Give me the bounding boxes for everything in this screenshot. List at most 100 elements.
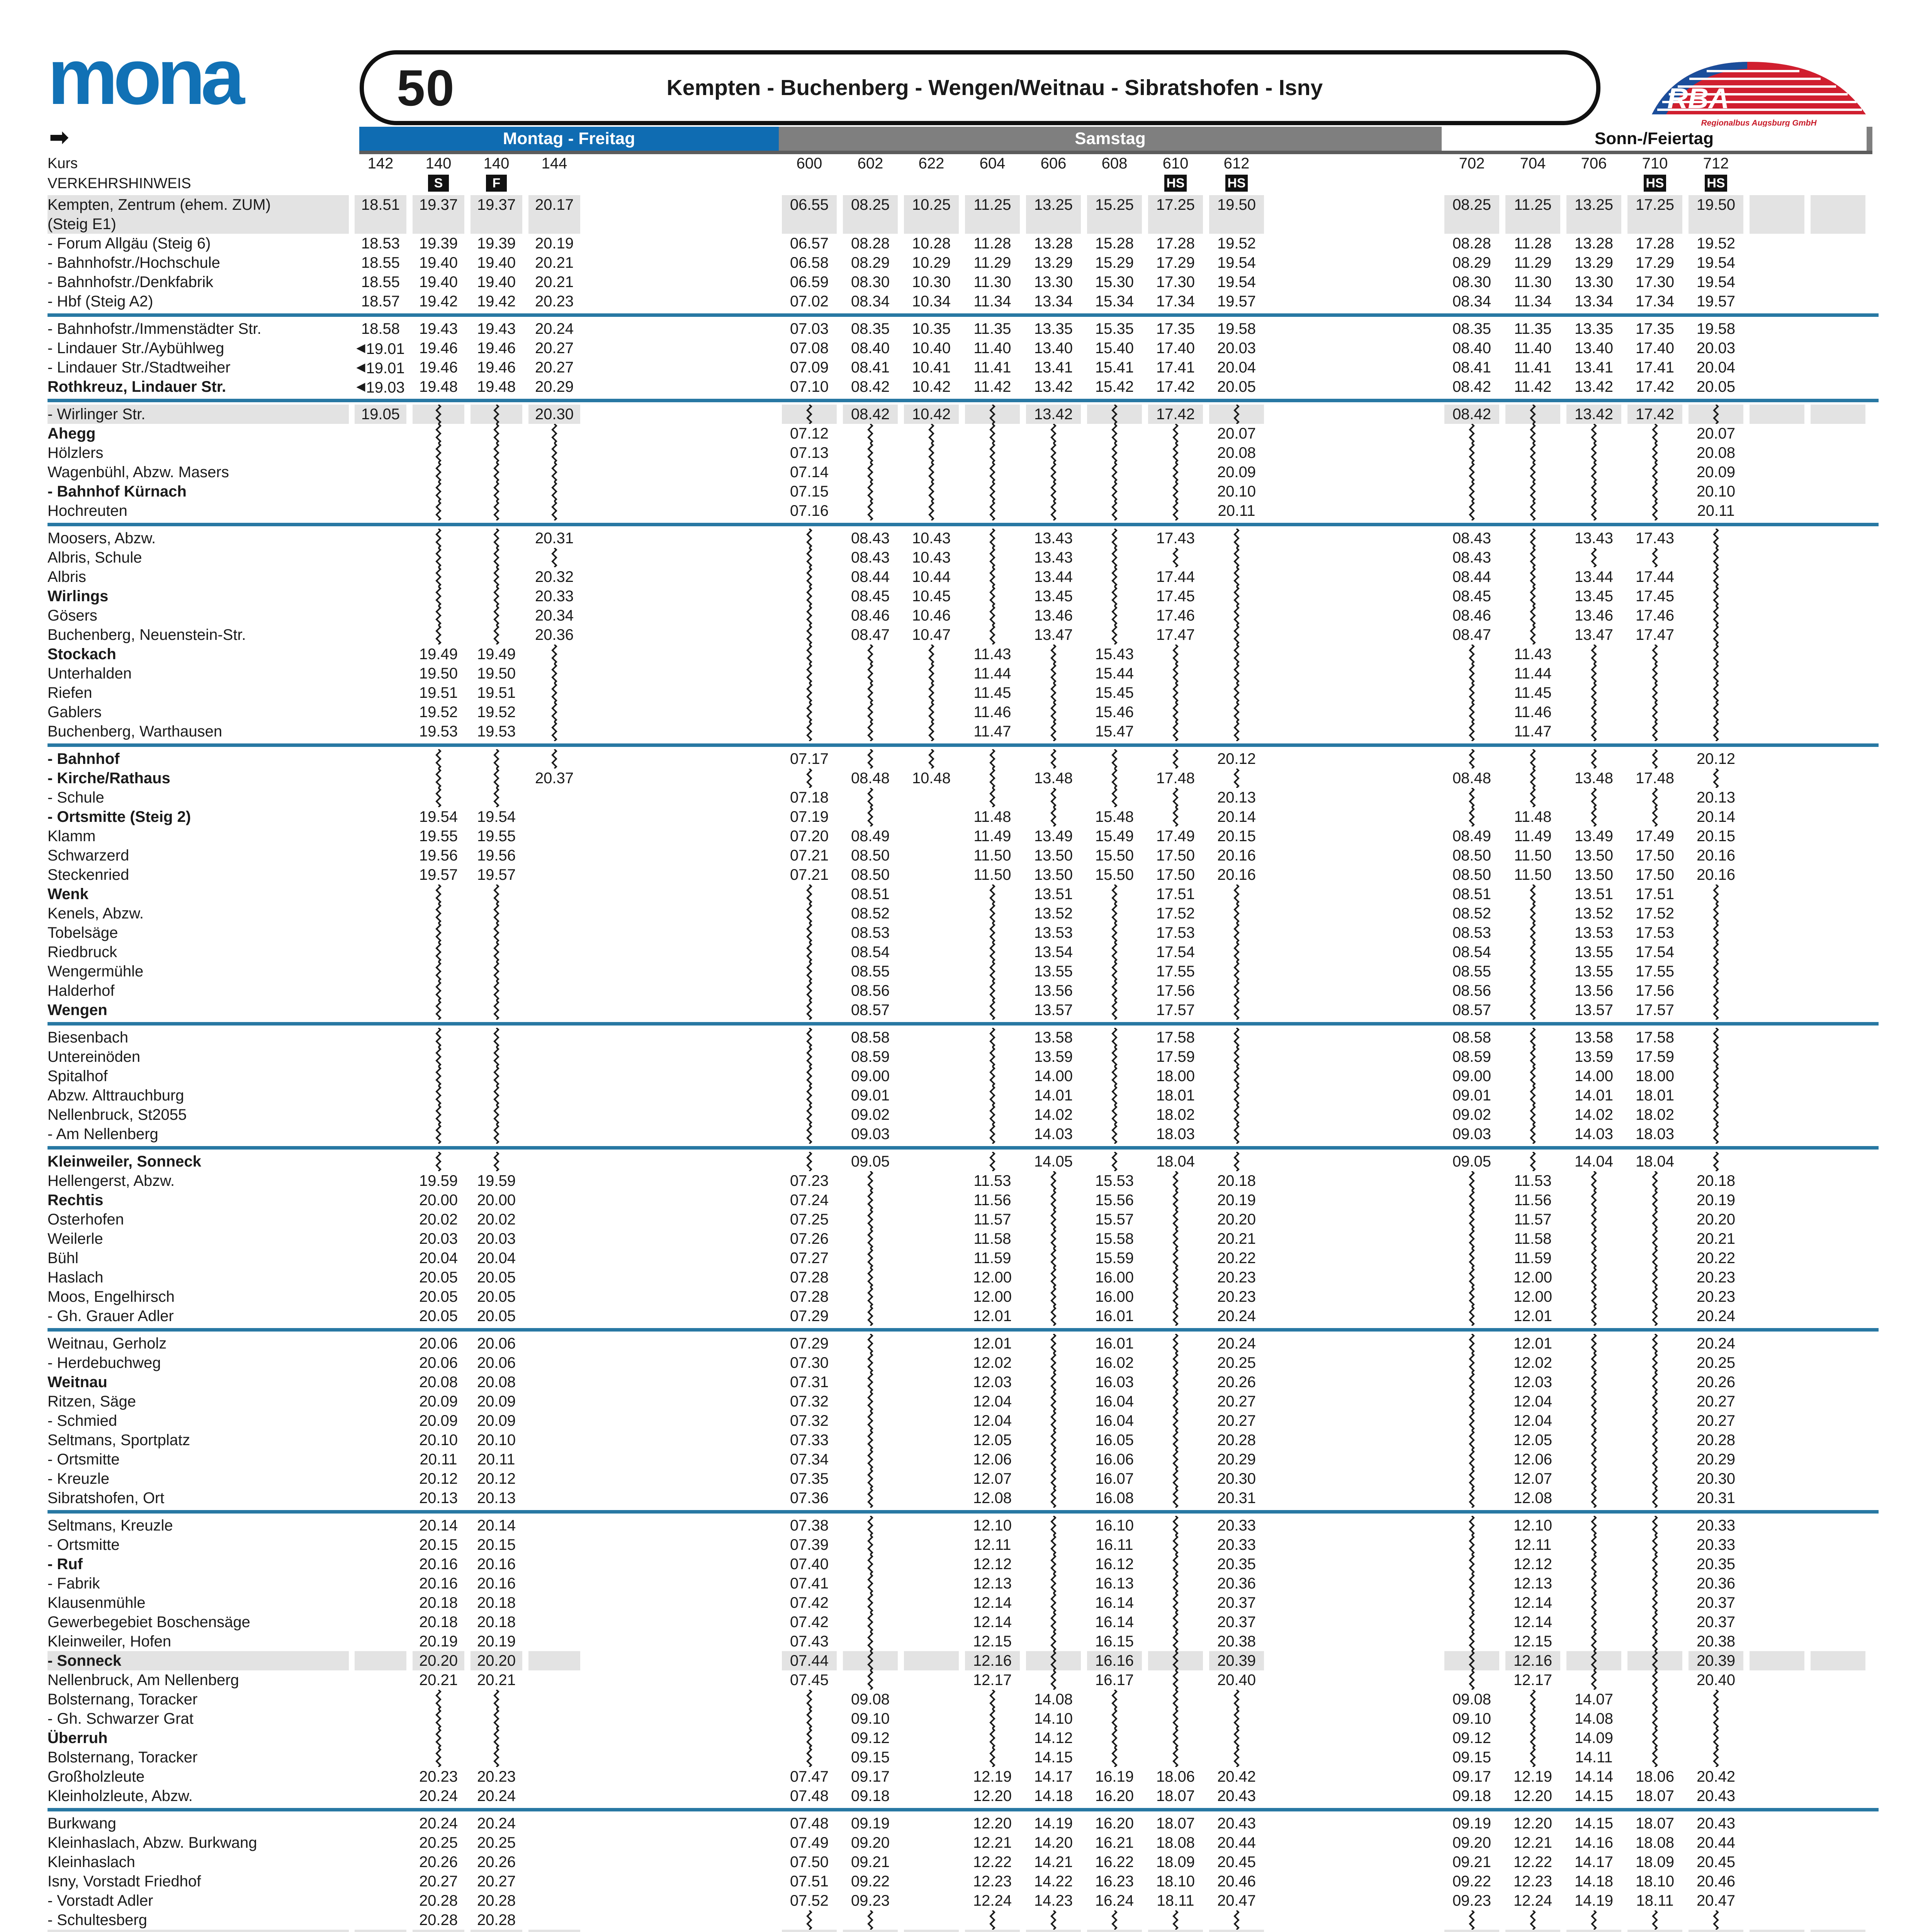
time-cell: 11.57 <box>973 1211 1011 1228</box>
wavy-line-icon <box>1233 722 1240 741</box>
wavy-line-icon <box>1713 548 1719 567</box>
empty-cell <box>525 1190 583 1210</box>
empty-cell <box>352 923 409 942</box>
empty-cell <box>525 904 583 923</box>
wavy-line-icon <box>806 923 812 942</box>
wavy-line-icon <box>928 749 934 769</box>
time-cell: 12.14 <box>1513 1614 1553 1631</box>
skip-route-cell <box>409 501 467 520</box>
time-cell: 12.19 <box>1513 1768 1553 1785</box>
stop-row: - Bahnhof Kürnach 07.15 20.10 20.10 <box>48 482 1879 501</box>
wavy-line-icon <box>1530 1152 1536 1171</box>
time-cell: ◀19.01 <box>356 360 405 377</box>
wavy-line-icon <box>806 529 812 548</box>
wavy-line-icon <box>1591 443 1597 463</box>
time-cell: 08.52 <box>851 905 890 922</box>
empty-cell <box>1746 769 1807 788</box>
skip-route-cell <box>1206 1124 1267 1144</box>
wavy-line-icon <box>1469 1190 1475 1210</box>
time-cell: 08.43 <box>851 549 890 566</box>
wavy-line-icon <box>867 443 873 463</box>
time-cell: 08.44 <box>1452 568 1492 585</box>
skip-route-cell <box>409 625 467 645</box>
time-cell: 20.05 <box>419 1269 458 1286</box>
skip-route-cell <box>409 529 467 548</box>
time-cell: 20.06 <box>419 1354 458 1371</box>
wavy-line-icon <box>1469 1210 1475 1229</box>
wavy-line-icon <box>1591 1632 1597 1651</box>
stop-row: Weilerle 20.03 20.03 07.26 11.58 15.58 20.21 11… <box>48 1229 1879 1248</box>
skip-route-cell <box>1145 1372 1206 1392</box>
stop-row: Spitalhof 09.00 14.00 18.00 09.00 14.00 18.00 <box>48 1066 1879 1086</box>
time-cell: 18.07 <box>1635 1787 1675 1804</box>
skip-route-cell <box>1563 1334 1624 1353</box>
time-cell: 13.48 <box>1034 770 1073 787</box>
empty-cell <box>1746 702 1807 722</box>
wavy-line-icon <box>1591 1612 1597 1632</box>
time-cell: 17.34 <box>1635 293 1675 310</box>
empty-cell <box>1807 319 1869 338</box>
empty-cell <box>525 1852 583 1872</box>
time-cell: 09.17 <box>1452 1768 1492 1785</box>
skip-route-cell <box>1624 1171 1685 1190</box>
empty-cell <box>1746 1814 1807 1833</box>
time-cell: 20.04 <box>477 1250 516 1267</box>
skip-route-cell <box>1206 1047 1267 1066</box>
empty-cell <box>1746 1872 1807 1891</box>
block-separator <box>48 743 1879 747</box>
time-cell: 20.18 <box>419 1594 458 1611</box>
time-cell: 20.05 <box>419 1288 458 1305</box>
stop-row: Hölzlers 07.13 20.08 20.08 <box>48 443 1879 463</box>
skip-route-cell <box>779 981 840 1000</box>
time-cell: 18.07 <box>1156 1787 1195 1804</box>
time-cell: 19.57 <box>1696 293 1736 310</box>
wavy-line-icon <box>1713 962 1719 981</box>
wavy-line-icon <box>1111 1047 1118 1066</box>
wavy-line-icon <box>1591 1229 1597 1248</box>
wavy-line-icon <box>1530 904 1536 923</box>
wavy-line-icon <box>989 1086 995 1105</box>
empty-cell <box>352 1872 409 1891</box>
time-cell: 10.30 <box>912 274 951 291</box>
skip-route-cell <box>779 529 840 548</box>
wavy-line-icon <box>1530 1066 1536 1086</box>
time-cell: 15.43 <box>1095 646 1134 663</box>
time-cell: 10.47 <box>912 626 951 643</box>
stop-row: Haslach 20.05 20.05 07.28 12.00 16.00 20.23 12.… <box>48 1268 1879 1287</box>
time-cell: 09.08 <box>1452 1691 1492 1708</box>
stop-name: Überruh <box>48 1730 108 1747</box>
wavy-line-icon <box>435 788 442 807</box>
wavy-line-icon <box>1530 625 1536 645</box>
wavy-line-icon <box>806 1910 812 1930</box>
time-cell: 13.28 <box>1574 235 1614 252</box>
time-cell: 19.39 <box>477 235 516 252</box>
time-cell: 20.16 <box>1217 847 1256 864</box>
time-cell: 07.14 <box>790 464 829 481</box>
empty-cell <box>352 1190 409 1210</box>
wavy-line-icon <box>1172 788 1179 807</box>
skip-route-cell <box>1023 482 1084 501</box>
empty-cell <box>525 1124 583 1144</box>
time-cell: 11.49 <box>1514 828 1552 845</box>
wavy-line-icon <box>1050 1488 1057 1508</box>
wavy-line-icon <box>806 1709 812 1728</box>
stop-row: Großholzleute 20.23 20.23 07.47 09.17 12.19 14… <box>48 1767 1879 1786</box>
skip-route-cell <box>525 645 583 664</box>
wavy-line-icon <box>1172 1748 1179 1767</box>
time-cell: 20.21 <box>1696 1230 1736 1247</box>
skip-route-cell <box>1563 702 1624 722</box>
skip-route-cell <box>1206 1086 1267 1105</box>
stop-row: Albris 20.32 08.44 10.44 13.44 17.44 08.44 13.4… <box>48 567 1879 587</box>
wavy-line-icon <box>493 1690 499 1709</box>
time-cell: 13.35 <box>1034 320 1073 337</box>
time-cell: 13.43 <box>1034 530 1073 547</box>
wavy-line-icon <box>1713 606 1719 625</box>
empty-cell <box>1746 1372 1807 1392</box>
time-cell: 14.21 <box>1034 1854 1073 1871</box>
time-cell: 12.06 <box>1513 1451 1553 1468</box>
skip-route-cell <box>1023 1593 1084 1612</box>
skip-route-cell <box>1624 1210 1685 1229</box>
kurs-number: 710 <box>1642 155 1668 172</box>
skip-route-cell <box>1502 923 1563 942</box>
time-cell: 14.17 <box>1574 1854 1614 1871</box>
